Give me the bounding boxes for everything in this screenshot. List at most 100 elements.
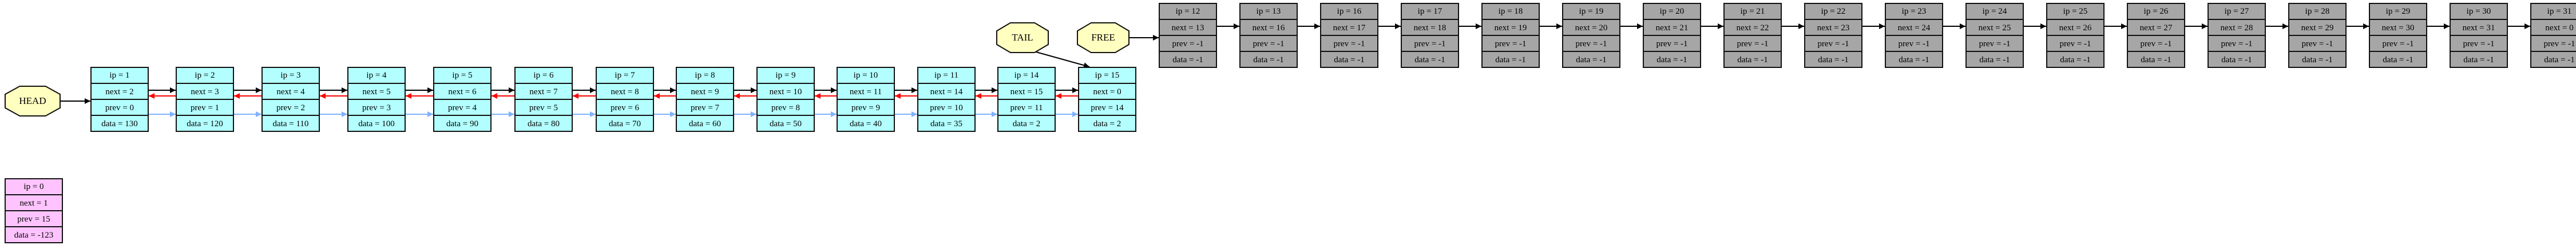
- node-next: next = 1: [6, 194, 62, 210]
- node-data: data = 60: [677, 115, 733, 131]
- free-node: ip = 25 next = 26 prev = -1 data = -1: [2046, 3, 2105, 68]
- node-data: data = -1: [1160, 51, 1216, 67]
- node-next: next = 6: [434, 83, 490, 99]
- node-prev: prev = 11: [998, 99, 1055, 115]
- active-node: ip = 4 next = 5 prev = 3 data = 100: [347, 67, 406, 132]
- node-ip: ip = 11: [934, 71, 959, 80]
- node-next: next = 16: [1241, 19, 1297, 35]
- active-node: ip = 2 next = 3 prev = 1 data = 120: [176, 67, 234, 132]
- node-data: data = 50: [758, 115, 814, 131]
- node-ip: ip = 17: [1417, 7, 1442, 16]
- node-ip: ip = 14: [1014, 71, 1039, 80]
- free-node: ip = 20 next = 21 prev = -1 data = -1: [1643, 3, 1701, 68]
- label-text: HEAD: [19, 95, 46, 106]
- node-prev: prev = -1: [1483, 35, 1539, 51]
- node-ip: ip = 19: [1579, 7, 1604, 16]
- node-next: next = 0: [1079, 83, 1135, 99]
- label-text: TAIL: [1012, 32, 1033, 43]
- octagon-shape: [5, 86, 61, 117]
- node-data: data = -1: [1886, 51, 1942, 67]
- node-data: data = -1: [2531, 51, 2576, 67]
- node-next: next = 23: [1805, 19, 1861, 35]
- node-prev: prev = 3: [348, 99, 405, 115]
- node-ip: ip = 27: [2224, 7, 2249, 16]
- node-next: next = 26: [2047, 19, 2103, 35]
- node-next: next = 19: [1483, 19, 1539, 35]
- node-data: data = -1: [2289, 51, 2345, 67]
- node-prev: prev = -1: [1725, 35, 1781, 51]
- node-prev: prev = -1: [1886, 35, 1942, 51]
- free-node: ip = 28 next = 29 prev = -1 data = -1: [2288, 3, 2347, 68]
- node-ip: ip = 2: [195, 71, 215, 80]
- node-next: next = 14: [918, 83, 974, 99]
- active-node: ip = 15 next = 0 prev = 14 data = 2: [1078, 67, 1136, 132]
- node-data: data = 2: [1079, 115, 1135, 131]
- active-node: ip = 5 next = 6 prev = 4 data = 90: [433, 67, 492, 132]
- node-data: data = 130: [92, 115, 148, 131]
- node-ip: ip = 20: [1659, 7, 1685, 16]
- free-node: ip = 19 next = 20 prev = -1 data = -1: [1562, 3, 1620, 68]
- node-next: next = 11: [838, 83, 894, 99]
- active-node: ip = 9 next = 10 prev = 8 data = 50: [756, 67, 815, 132]
- node-data: data = -1: [2128, 51, 2184, 67]
- node-next: next = 18: [1402, 19, 1458, 35]
- node-ip: ip = 24: [1982, 7, 2007, 16]
- node-next: next = 15: [998, 83, 1055, 99]
- node-next: next = 7: [516, 83, 572, 99]
- node-prev: prev = -1: [1967, 35, 2023, 51]
- node-data: data = 40: [838, 115, 894, 131]
- node-prev: prev = -1: [1402, 35, 1458, 51]
- node-prev: prev = 8: [758, 99, 814, 115]
- node-ip: ip = 6: [533, 71, 554, 80]
- free-label: FREE: [1077, 22, 1130, 53]
- sentinel-node: ip = 0 next = 1 prev = 15 data = -123: [5, 178, 63, 243]
- node-ip: ip = 16: [1337, 7, 1362, 16]
- node-prev: prev = -1: [1805, 35, 1861, 51]
- free-node: ip = 31 next = 0 prev = -1 data = -1: [2530, 3, 2576, 68]
- node-prev: prev = 15: [6, 210, 62, 226]
- node-prev: prev = -1: [2531, 35, 2576, 51]
- node-ip: ip = 12: [1175, 7, 1200, 16]
- node-next: next = 0: [2531, 19, 2576, 35]
- node-prev: prev = 10: [918, 99, 974, 115]
- active-node: ip = 11 next = 14 prev = 10 data = 35: [917, 67, 976, 132]
- node-next: next = 29: [2289, 19, 2345, 35]
- node-ip: ip = 28: [2305, 7, 2330, 16]
- node-data: data = -1: [2047, 51, 2103, 67]
- node-data: data = 80: [516, 115, 572, 131]
- node-prev: prev = 0: [92, 99, 148, 115]
- node-ip: ip = 7: [615, 71, 635, 80]
- node-ip: ip = 25: [2063, 7, 2088, 16]
- node-ip: ip = 0: [23, 182, 44, 191]
- free-node: ip = 13 next = 16 prev = -1 data = -1: [1239, 3, 1298, 68]
- node-data: data = -1: [2370, 51, 2426, 67]
- free-node: ip = 27 next = 28 prev = -1 data = -1: [2208, 3, 2266, 68]
- node-ip: ip = 26: [2143, 7, 2169, 16]
- free-node: ip = 29 next = 30 prev = -1 data = -1: [2369, 3, 2427, 68]
- node-prev: prev = 1: [177, 99, 233, 115]
- free-node: ip = 24 next = 25 prev = -1 data = -1: [1965, 3, 2024, 68]
- node-prev: prev = 9: [838, 99, 894, 115]
- node-prev: prev = 2: [263, 99, 319, 115]
- node-next: next = 24: [1886, 19, 1942, 35]
- node-prev: prev = 6: [597, 99, 653, 115]
- active-node: ip = 10 next = 11 prev = 9 data = 40: [837, 67, 895, 132]
- node-ip: ip = 4: [366, 71, 387, 80]
- node-data: data = -1: [1402, 51, 1458, 67]
- node-data: data = -1: [2451, 51, 2507, 67]
- node-data: data = -1: [1644, 51, 1700, 67]
- node-prev: prev = -1: [1241, 35, 1297, 51]
- node-prev: prev = -1: [2370, 35, 2426, 51]
- node-prev: prev = 14: [1079, 99, 1135, 115]
- node-ip: ip = 5: [452, 71, 473, 80]
- node-prev: prev = -1: [2047, 35, 2103, 51]
- node-ip: ip = 8: [695, 71, 715, 80]
- node-ip: ip = 22: [1821, 7, 1846, 16]
- node-data: data = -1: [1805, 51, 1861, 67]
- node-next: next = 13: [1160, 19, 1216, 35]
- node-next: next = 10: [758, 83, 814, 99]
- node-next: next = 28: [2209, 19, 2265, 35]
- node-data: data = 2: [998, 115, 1055, 131]
